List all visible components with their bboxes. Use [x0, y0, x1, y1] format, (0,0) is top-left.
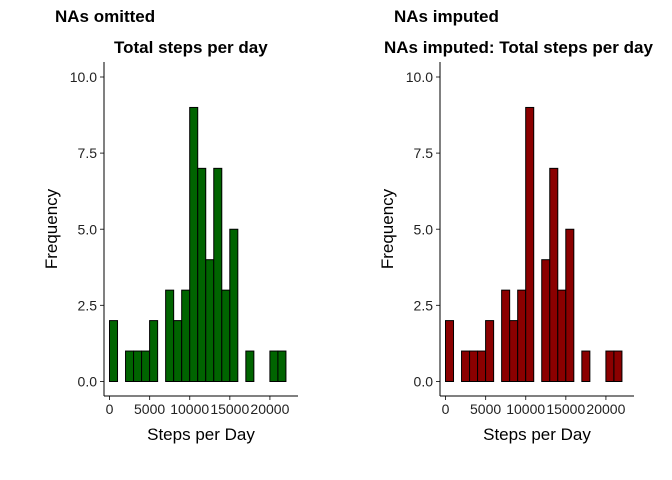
x-axis-title: Steps per Day: [483, 425, 591, 444]
histogram-bar: [517, 289, 527, 382]
panel-nas-imputed: NAs imputed NAs imputed: Total steps per…: [378, 7, 653, 444]
x-tick-label: 15000: [210, 401, 249, 417]
y-tick-labels: 0.0 2.5 5.0 7.5 10.0: [406, 69, 440, 390]
y-tick-label: 0.0: [78, 374, 98, 390]
panel-tag: NAs omitted: [55, 7, 155, 26]
histogram-bar: [613, 350, 623, 382]
histogram-bar: [565, 228, 575, 382]
histogram-bar: [125, 350, 135, 382]
y-tick-label: 0.0: [414, 374, 434, 390]
histogram-bar: [501, 289, 511, 382]
histogram-bar: [165, 289, 175, 382]
x-tick-label: 10000: [506, 401, 545, 417]
y-tick-label: 2.5: [78, 297, 98, 313]
histogram-bar: [141, 350, 151, 382]
histogram-bar: [549, 167, 559, 382]
x-tick-label: 20000: [586, 401, 625, 417]
histogram-bar: [469, 350, 479, 382]
histogram-bar: [445, 320, 455, 383]
chart-title: NAs imputed: Total steps per day: [384, 38, 653, 57]
histogram-bar: [181, 289, 191, 382]
y-tick-label: 5.0: [414, 221, 434, 237]
bars: [445, 106, 623, 383]
x-tick-label: 10000: [170, 401, 209, 417]
y-tick-labels: 0.0 2.5 5.0 7.5 10.0: [70, 69, 104, 390]
y-tick-label: 7.5: [78, 145, 98, 161]
y-tick-label: 5.0: [78, 221, 98, 237]
histogram-bar: [477, 350, 487, 382]
histogram-bar: [213, 167, 223, 382]
histogram-bar: [133, 350, 143, 382]
chart-title: Total steps per day: [114, 38, 268, 57]
x-tick-label: 0: [442, 401, 450, 417]
x-tick-label: 15000: [546, 401, 585, 417]
histogram-bar: [277, 350, 287, 382]
y-tick-label: 10.0: [406, 69, 433, 85]
x-tick-label: 5000: [134, 401, 165, 417]
histogram-bar: [485, 320, 495, 383]
histogram-bar: [245, 350, 255, 382]
bars: [109, 106, 287, 383]
histogram-bar: [605, 350, 615, 382]
histogram-bar: [509, 320, 519, 383]
x-tick-label: 20000: [250, 401, 289, 417]
histogram-bar: [189, 106, 199, 382]
histogram-bar: [269, 350, 279, 382]
y-axis-title: Frequency: [378, 188, 397, 269]
panel-nas-omitted: NAs omitted Total steps per day Steps pe…: [42, 7, 298, 444]
histogram-bar: [541, 259, 551, 383]
x-tick-labels: 0 5000 10000 15000 20000: [442, 396, 626, 417]
histogram-bar: [581, 350, 591, 382]
histogram-bar: [197, 167, 207, 382]
y-tick-label: 2.5: [414, 297, 434, 313]
histogram-bar: [461, 350, 471, 382]
histogram-bar: [173, 320, 183, 383]
x-tick-labels: 0 5000 10000 15000 20000: [106, 396, 290, 417]
histogram-bar: [221, 289, 231, 382]
x-axis-title: Steps per Day: [147, 425, 255, 444]
histogram-bar: [205, 259, 215, 383]
y-axis-title: Frequency: [42, 188, 61, 269]
histogram-bar: [525, 106, 535, 382]
x-tick-label: 5000: [470, 401, 501, 417]
y-tick-label: 10.0: [70, 69, 97, 85]
histogram-bar: [149, 320, 159, 383]
panel-tag: NAs imputed: [394, 7, 499, 26]
histogram-bar: [557, 289, 567, 382]
y-tick-label: 7.5: [414, 145, 434, 161]
x-tick-label: 0: [106, 401, 114, 417]
histogram-bar: [109, 320, 119, 383]
histogram-bar: [229, 228, 239, 382]
